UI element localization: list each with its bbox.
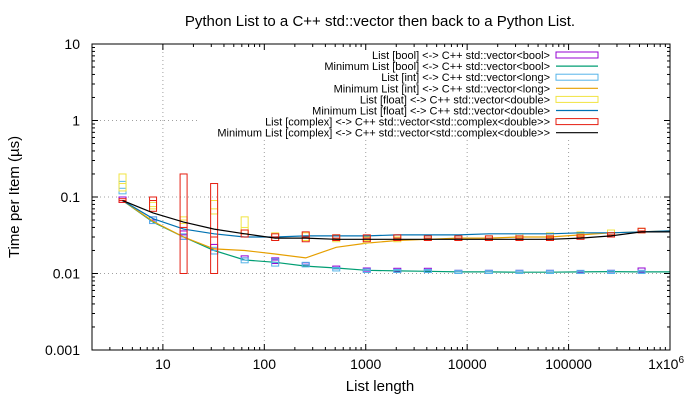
x-tick-label: 100: [253, 356, 277, 372]
y-tick-label: 0.01: [53, 266, 80, 282]
legend-label: Minimum List [bool] <-> C++ std::vector<…: [324, 61, 550, 73]
data-box: [393, 268, 402, 274]
data-box: [423, 268, 432, 274]
series-6: [122, 199, 671, 238]
x-tick-label: 10: [155, 356, 171, 372]
legend-label: List [int] <-> C++ std::vector<long>: [381, 72, 550, 84]
series-line: [122, 200, 671, 259]
legend-background: [200, 46, 668, 138]
axes: 10 100 1000 10000 100000 1x106 0.001 0.01 0.1 1 10: [45, 36, 684, 372]
legend-swatch-box: [555, 118, 599, 126]
legend-label: Minimum List [float] <-> C++ std::vector…: [312, 106, 550, 118]
legend-swatch-box: [555, 51, 599, 59]
legend: List [bool] <-> C++ std::vector<bool>Min…: [200, 46, 668, 140]
series-2: [122, 200, 670, 273]
series-4: [122, 200, 671, 259]
legend-swatch-box: [555, 73, 599, 81]
data-box: [149, 201, 158, 210]
data-box: [240, 216, 249, 235]
legend-label: Minimum List [complex] <-> C++ std::vect…: [217, 128, 550, 140]
data-box: [118, 173, 127, 192]
x-tick-label: 1000: [350, 356, 381, 372]
y-tick-label: 0.001: [45, 342, 80, 358]
x-tick-exponent: 6: [678, 355, 684, 366]
y-tick-label: 0.1: [61, 189, 81, 205]
series-line: [122, 200, 670, 273]
x-axis-title: List length: [346, 378, 414, 395]
data-box: [149, 196, 158, 212]
series-3: [118, 180, 646, 275]
legend-label: List [bool] <-> C++ std::vector<bool>: [372, 50, 550, 62]
legend-swatch-box: [555, 95, 599, 103]
y-tick-label: 10: [64, 36, 80, 52]
series-line: [122, 199, 670, 240]
x-tick-label: 1x106: [648, 355, 684, 372]
legend-label: Minimum List [int] <-> C++ std::vector<l…: [334, 83, 550, 95]
y-tick-label: 1: [72, 113, 80, 129]
data-box: [179, 173, 188, 274]
chart-title: Python List to a C++ std::vector then ba…: [185, 13, 575, 30]
y-axis-title: Time per Item (µs): [6, 136, 23, 258]
data-box: [210, 200, 219, 215]
series-8: [122, 199, 670, 240]
x-tick-label: 10000: [448, 356, 487, 372]
legend-label: List [complex] <-> C++ std::vector<std::…: [265, 117, 550, 129]
legend-label: List [float] <-> C++ std::vector<double>: [360, 94, 550, 106]
series-line: [122, 199, 671, 238]
series-7: [118, 173, 646, 274]
x-tick-label: 100000: [545, 356, 592, 372]
series-layer: [118, 173, 671, 275]
